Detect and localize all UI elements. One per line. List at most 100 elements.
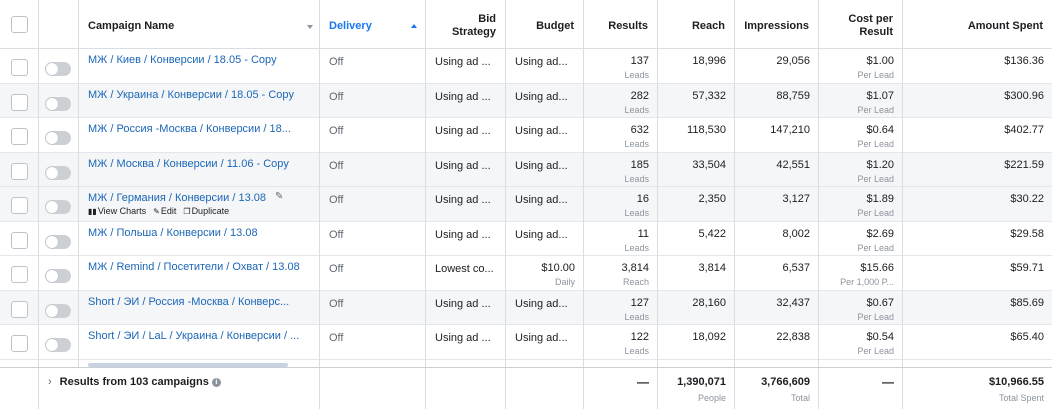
bid-strategy-value: Using ad ... [435,297,491,310]
campaign-toggle[interactable] [45,303,71,318]
row-checkbox[interactable] [11,59,28,76]
row-checkbox[interactable] [11,162,28,180]
bar-chart-icon: ▮▮ [88,207,97,216]
campaign-name-link[interactable]: Short / ЭИ / Россия -Москва / Конверс... [88,295,290,308]
toggle-knob [46,97,58,110]
edit-label: Edit [160,206,177,216]
column-header-results[interactable]: Results [584,0,658,48]
row-checkbox[interactable] [11,93,28,111]
header-select-cell [0,0,39,48]
column-header-bid-strategy[interactable]: Bid Strategy [426,0,506,48]
impressions-value: 32,437 [776,296,810,309]
results-unit: Leads [624,208,649,218]
reach-value: 5,422 [698,227,726,240]
table-row[interactable]: МЖ / Remind / Посетители / Охват / 13.08… [0,256,1052,291]
row-checkbox[interactable] [11,197,28,214]
results-value: 632 [630,124,649,136]
column-label-campaign-name: Campaign Name [88,20,175,32]
column-label-bid-2: Strategy [451,26,496,38]
duplicate-action[interactable]: ❐Duplicate [183,206,229,216]
campaign-toggle[interactable] [45,96,71,111]
campaign-toggle[interactable] [45,62,71,76]
table-row[interactable]: МЖ / Киев / Конверсии / 18.05 - Copy Off… [0,49,1052,84]
campaign-toggle[interactable] [45,165,71,180]
view-charts-action[interactable]: ▮▮View Charts [88,206,146,216]
pencil-icon[interactable]: ✎ [275,191,284,202]
column-label-budget: Budget [536,20,574,32]
table-row[interactable]: Short / ЭИ / LaL / Украина / Конверсии /… [0,325,1052,360]
campaign-name-link[interactable]: Short / ЭИ / LaL / Украина / Конверсии /… [88,330,300,342]
chevron-right-icon[interactable]: › [48,376,52,388]
table-row[interactable]: МЖ / Россия -Москва / Конверсии / 18... … [0,118,1052,153]
table-row[interactable]: МЖ / Москва / Конверсии / 11.06 - Copy O… [0,152,1052,187]
budget-value: $10.00 [541,262,575,274]
amount-spent-value: $59.71 [1010,262,1044,274]
bid-strategy-value: Using ad ... [435,125,491,137]
delivery-status: Off [329,263,344,275]
table-row[interactable]: МЖ / Украина / Конверсии / 18.05 - Copy … [0,83,1052,118]
cost-value: $0.64 [866,124,894,136]
table-row-partial [0,360,1052,367]
select-all-checkbox[interactable] [11,16,28,33]
delivery-status: Off [329,56,344,68]
campaign-name-link[interactable]: МЖ / Москва / Конверсии / 11.06 - Copy [88,157,289,170]
results-unit: Leads [624,70,649,80]
cost-unit: Per Lead [857,311,894,322]
column-header-reach[interactable]: Reach [658,0,735,48]
toggle-knob [46,339,58,351]
column-header-campaign-name[interactable]: Campaign Name [79,0,320,48]
column-header-delivery[interactable]: Delivery [320,0,426,48]
campaign-name-link[interactable]: МЖ / Германия / Конверсии / 13.08 [88,192,267,204]
column-label-cost-1: Cost per [848,13,893,25]
results-value: 122 [630,331,649,343]
campaign-name-link[interactable]: МЖ / Россия -Москва / Конверсии / 18... [88,123,291,135]
campaign-toggle[interactable] [45,200,71,214]
impressions-value: 29,056 [776,55,810,67]
row-checkbox[interactable] [11,300,28,318]
column-header-cost-per-result[interactable]: Cost per Result [819,0,903,48]
amount-spent-value: $221.59 [1004,158,1044,171]
table-row[interactable]: МЖ / Германия / Конверсии / 13.08 ✎ ▮▮Vi… [0,187,1052,222]
sort-up-icon[interactable] [411,24,417,28]
summary-label-cell[interactable]: › Results from 103 campaigns i [39,368,320,409]
row-checkbox[interactable] [11,335,28,352]
budget-value: Using ad... [515,90,568,103]
info-icon[interactable]: i [211,378,221,387]
cost-value: $15.66 [860,262,894,274]
results-value: 16 [636,193,649,205]
column-header-budget[interactable]: Budget [506,0,584,48]
campaign-name-link[interactable]: МЖ / Украина / Конверсии / 18.05 - Copy [88,88,295,101]
cost-unit: Per Lead [857,173,894,184]
amount-spent-value: $30.22 [1010,193,1044,205]
column-label-amount-spent: Amount Spent [967,20,1043,32]
row-hover-actions: ▮▮View Charts ✎Edit ❐Duplicate [88,206,229,216]
campaign-name-link[interactable]: МЖ / Польша / Конверсии / 13.08 [88,226,258,239]
campaign-toggle[interactable] [45,269,71,283]
table-row[interactable]: МЖ / Польша / Конверсии / 13.08 Off Usin… [0,221,1052,256]
row-checkbox[interactable] [11,231,28,249]
toggle-knob [46,166,58,179]
impressions-value: 3,127 [782,193,810,205]
cost-unit: Per Lead [857,139,894,149]
column-header-amount-spent[interactable]: Amount Spent [903,0,1052,48]
amount-spent-value: $65.40 [1010,331,1044,343]
campaign-toggle[interactable] [45,338,71,352]
results-unit: Leads [624,242,649,253]
row-checkbox[interactable] [11,128,28,145]
delivery-status: Off [329,125,344,137]
results-value: 185 [630,158,649,171]
campaign-name-link[interactable]: МЖ / Киев / Конверсии / 18.05 - Copy [88,54,277,66]
toggle-knob [46,63,58,75]
campaign-toggle[interactable] [45,131,71,145]
campaign-name-link[interactable]: МЖ / Remind / Посетители / Охват / 13.08 [88,261,300,273]
amount-spent-value: $85.69 [1010,296,1044,309]
toggle-knob [46,304,58,317]
column-header-impressions[interactable]: Impressions [735,0,819,48]
table-row[interactable]: Short / ЭИ / Россия -Москва / Конверс...… [0,290,1052,325]
chevron-down-icon[interactable] [307,25,313,29]
edit-action[interactable]: ✎Edit [153,206,176,216]
row-checkbox[interactable] [11,266,28,283]
campaign-toggle[interactable] [45,234,71,249]
reach-value: 18,996 [692,55,726,67]
summary-reach: 1,390,071 [677,376,726,388]
